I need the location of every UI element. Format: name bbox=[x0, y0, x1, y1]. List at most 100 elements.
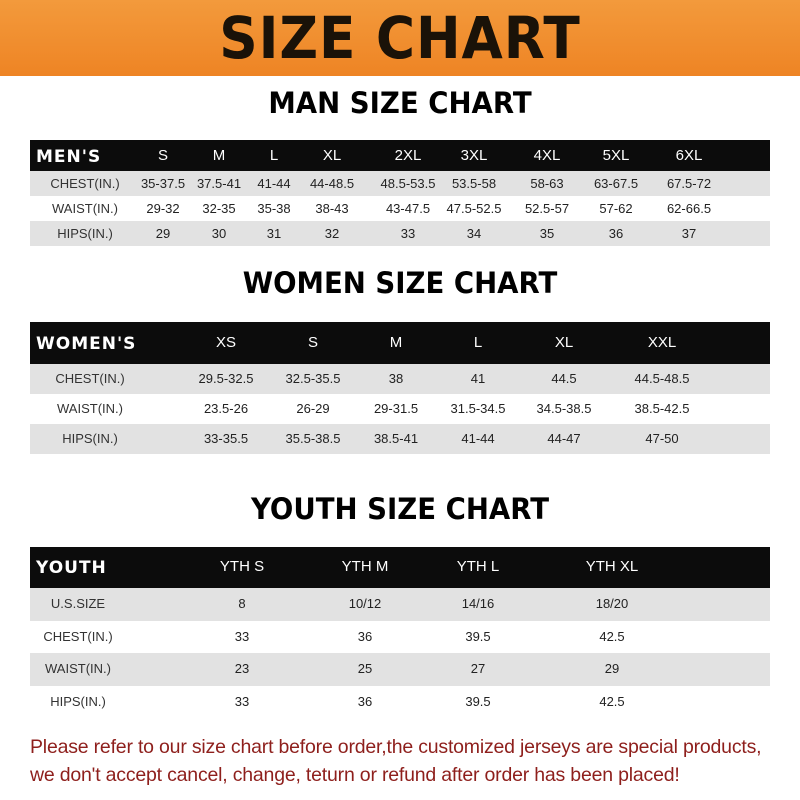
size-header: 6XL bbox=[675, 147, 703, 164]
men-table-row: WAIST(IN.) 29-32 32-35 35-38 38-43 43-47.5 47.… bbox=[30, 196, 770, 221]
size-value: 27 bbox=[470, 661, 486, 676]
youth-header-row: YOUTH YTH S YTH M YTH L YTH XL bbox=[30, 547, 770, 588]
size-value: 42.5 bbox=[599, 628, 625, 644]
size-value: 33 bbox=[234, 628, 250, 644]
measurement-label: WAIST(IN.) bbox=[45, 661, 111, 676]
size-value: 14/16 bbox=[461, 596, 495, 611]
youth-title: YOUTH SIZE CHART bbox=[250, 492, 550, 526]
size-value: 25 bbox=[357, 661, 373, 676]
size-value: 53.5-58 bbox=[451, 176, 497, 191]
banner-title: SIZE CHART bbox=[219, 4, 581, 72]
size-value: 36 bbox=[357, 628, 373, 644]
size-value: 35-37.5 bbox=[140, 176, 186, 191]
table-label: MEN'S bbox=[36, 147, 102, 167]
women-header-row: WOMEN'S XS S M L XL XXL bbox=[30, 322, 770, 364]
youth-table-row: U.S.SIZE 8 10/12 14/16 18/20 bbox=[30, 588, 770, 621]
size-value: 67.5-72 bbox=[666, 176, 712, 191]
youth-table-row: HIPS(IN.) 33 36 39.5 42.5 bbox=[30, 685, 770, 718]
size-value: 32-35 bbox=[202, 201, 236, 216]
size-value: 29 bbox=[604, 661, 620, 676]
measurement-label: WAIST(IN.) bbox=[52, 201, 118, 216]
size-value: 38 bbox=[388, 371, 404, 386]
women-table-row: HIPS(IN.) 33-35.5 35.5-38.5 38.5-41 41-44 44-… bbox=[30, 424, 770, 454]
table-label: YOUTH bbox=[36, 558, 107, 578]
size-value: 43-47.5 bbox=[385, 201, 431, 216]
size-value: 39.5 bbox=[465, 693, 491, 709]
size-header: 5XL bbox=[602, 147, 630, 164]
size-value: 29 bbox=[155, 226, 171, 241]
order-notice-line-1: Please refer to our size chart before or… bbox=[30, 736, 762, 758]
order-notice: Please refer to our size chart before or… bbox=[30, 733, 790, 789]
size-value: 38.5-41 bbox=[373, 431, 419, 446]
size-header: M bbox=[389, 334, 403, 351]
women-table-row: CHEST(IN.) 29.5-32.5 32.5-35.5 38 41 44.5 44.5… bbox=[30, 364, 770, 394]
size-value: 23 bbox=[234, 661, 250, 676]
size-value: 36 bbox=[608, 226, 624, 241]
size-value: 47-50 bbox=[645, 431, 679, 446]
youth-size-table: YOUTH YTH S YTH M YTH L YTH XL U.S.SIZE 8 10/12… bbox=[30, 547, 770, 718]
men-size-table: MEN'S S M L XL 2XL 3XL 4XL 5XL 6XL CHEST(IN.) 35-37… bbox=[30, 140, 770, 246]
size-value: 57-62 bbox=[599, 201, 633, 216]
size-header: M bbox=[212, 147, 226, 164]
measurement-label: CHEST(IN.) bbox=[55, 371, 125, 386]
measurement-label: HIPS(IN.) bbox=[50, 693, 106, 709]
size-header: L bbox=[269, 147, 279, 164]
size-value: 37.5-41 bbox=[196, 176, 242, 191]
men-title: MAN SIZE CHART bbox=[268, 86, 532, 120]
size-value: 44.5-48.5 bbox=[634, 371, 690, 386]
measurement-label: HIPS(IN.) bbox=[62, 431, 118, 446]
measurement-label: HIPS(IN.) bbox=[57, 226, 113, 241]
size-value: 48.5-53.5 bbox=[380, 176, 436, 191]
size-value: 35 bbox=[539, 226, 555, 241]
youth-table-row: WAIST(IN.) 23 25 27 29 bbox=[30, 653, 770, 686]
size-header: YTH XL bbox=[585, 558, 639, 575]
banner: SIZE CHART bbox=[0, 0, 800, 76]
order-notice-line-2: we don't accept cancel, change, teturn o… bbox=[30, 764, 680, 786]
size-value: 42.5 bbox=[599, 693, 625, 709]
size-header: XL bbox=[322, 147, 342, 164]
size-value: 44.5 bbox=[551, 371, 577, 386]
size-value: 31 bbox=[266, 226, 282, 241]
size-header: S bbox=[307, 334, 319, 351]
size-header: XS bbox=[215, 334, 237, 351]
size-header: L bbox=[473, 334, 483, 351]
size-value: 63-67.5 bbox=[593, 176, 639, 191]
women-size-table: WOMEN'S XS S M L XL XXL CHEST(IN.) 29.5-32.5 32.5… bbox=[30, 322, 770, 454]
size-value: 34.5-38.5 bbox=[536, 401, 592, 416]
size-value: 41 bbox=[470, 371, 486, 386]
size-value: 39.5 bbox=[465, 628, 491, 644]
size-value: 31.5-34.5 bbox=[450, 401, 506, 416]
size-value: 38.5-42.5 bbox=[634, 401, 690, 416]
size-header: 4XL bbox=[533, 147, 561, 164]
size-header: S bbox=[157, 147, 169, 164]
measurement-label: CHEST(IN.) bbox=[50, 176, 120, 191]
size-value: 58-63 bbox=[530, 176, 564, 191]
size-header: XXL bbox=[647, 334, 677, 351]
size-value: 41-44 bbox=[257, 176, 291, 191]
size-value: 37 bbox=[681, 226, 697, 241]
size-value: 33 bbox=[400, 226, 416, 241]
table-label: WOMEN'S bbox=[36, 334, 137, 354]
size-value: 32.5-35.5 bbox=[285, 371, 341, 386]
size-value: 35.5-38.5 bbox=[285, 431, 341, 446]
size-value: 29-32 bbox=[146, 201, 180, 216]
women-title: WOMEN SIZE CHART bbox=[242, 266, 558, 300]
size-value: 62-66.5 bbox=[666, 201, 712, 216]
men-table-row: CHEST(IN.) 35-37.5 37.5-41 41-44 44-48.5 48.5… bbox=[30, 171, 770, 196]
measurement-label: CHEST(IN.) bbox=[43, 628, 113, 644]
size-value: 44-48.5 bbox=[309, 176, 355, 191]
size-value: 30 bbox=[211, 226, 227, 241]
men-header-row: MEN'S S M L XL 2XL 3XL 4XL 5XL 6XL bbox=[30, 140, 770, 171]
size-value: 35-38 bbox=[257, 201, 291, 216]
size-value: 47.5-52.5 bbox=[446, 201, 502, 216]
size-header: YTH L bbox=[456, 558, 500, 575]
size-value: 36 bbox=[357, 693, 373, 709]
measurement-label: U.S.SIZE bbox=[50, 596, 106, 611]
size-header: YTH M bbox=[341, 558, 389, 575]
size-value: 33-35.5 bbox=[203, 431, 249, 446]
size-value: 8 bbox=[238, 596, 246, 611]
size-value: 26-29 bbox=[296, 401, 330, 416]
size-value: 18/20 bbox=[595, 596, 629, 611]
size-value: 10/12 bbox=[348, 596, 382, 611]
measurement-label: WAIST(IN.) bbox=[57, 401, 123, 416]
